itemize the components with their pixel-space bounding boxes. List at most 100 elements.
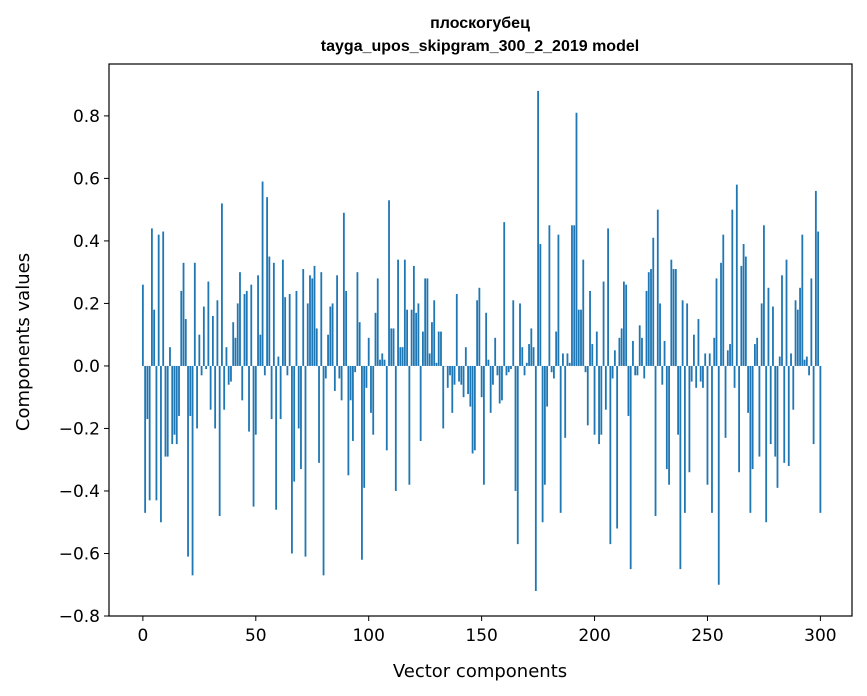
- bar: [742, 244, 745, 366]
- bar: [182, 262, 185, 366]
- bar: [555, 331, 558, 366]
- bar: [733, 365, 736, 388]
- bar: [600, 365, 603, 435]
- bar: [559, 365, 562, 513]
- bar: [643, 365, 646, 379]
- bar: [442, 365, 445, 429]
- bar: [340, 365, 343, 401]
- bar: [270, 365, 273, 420]
- bar: [767, 287, 770, 366]
- bar: [704, 353, 707, 366]
- bar: [243, 294, 246, 366]
- bar: [306, 303, 309, 366]
- bar: [433, 300, 436, 366]
- bar: [799, 287, 801, 366]
- bar: [406, 309, 409, 366]
- bar: [598, 365, 600, 445]
- x-tick-label: 200: [578, 626, 610, 646]
- bar: [537, 90, 539, 366]
- bar: [769, 365, 772, 445]
- bar: [385, 365, 388, 451]
- bar: [207, 281, 210, 366]
- bar: [645, 290, 648, 366]
- bar: [485, 312, 488, 366]
- bar: [582, 259, 585, 366]
- bar: [778, 356, 781, 366]
- bar: [302, 269, 305, 366]
- bar: [550, 365, 553, 373]
- bar: [674, 269, 677, 366]
- bar: [724, 365, 727, 438]
- y-tick-label: 0.8: [73, 107, 100, 127]
- bar: [512, 300, 515, 366]
- bar: [699, 365, 702, 382]
- bar: [774, 365, 777, 457]
- bar: [162, 231, 165, 366]
- bar: [507, 365, 510, 373]
- bar: [184, 319, 187, 366]
- bar: [602, 281, 605, 366]
- bar: [272, 262, 275, 366]
- bar: [293, 365, 296, 482]
- bar: [473, 365, 476, 451]
- bar: [144, 365, 147, 513]
- bar: [670, 259, 673, 366]
- y-tick-label: 0.6: [73, 169, 100, 189]
- bar: [351, 365, 354, 441]
- bar: [609, 365, 612, 545]
- bar: [338, 365, 341, 379]
- bar: [751, 365, 754, 470]
- bar: [295, 290, 298, 366]
- y-tick-label: 0.2: [73, 294, 100, 314]
- bar: [586, 365, 589, 426]
- bar: [155, 365, 158, 501]
- bar: [654, 365, 657, 516]
- bar: [392, 328, 395, 366]
- bar: [528, 344, 530, 366]
- bar: [241, 365, 244, 401]
- bar: [482, 365, 485, 485]
- bar: [358, 322, 361, 366]
- bar: [415, 312, 418, 366]
- bar: [681, 300, 684, 366]
- bar: [230, 365, 232, 382]
- bar: [313, 265, 316, 366]
- bar: [363, 365, 366, 488]
- bar: [801, 234, 804, 366]
- bar: [153, 309, 156, 366]
- bar: [193, 262, 196, 366]
- bar: [370, 365, 372, 413]
- bar: [383, 359, 386, 366]
- bar: [487, 359, 490, 366]
- bar: [166, 365, 169, 457]
- bar: [440, 331, 442, 366]
- bar: [591, 344, 594, 366]
- chart-subtitle: tayga_upos_skipgram_300_2_2019 model: [321, 38, 639, 55]
- bar: [205, 365, 208, 370]
- bar: [431, 322, 433, 366]
- bar: [329, 306, 332, 366]
- bar: [451, 365, 454, 413]
- bar: [277, 356, 280, 366]
- bar: [464, 347, 467, 366]
- bar: [171, 365, 174, 445]
- bar: [397, 259, 399, 366]
- y-axis: −0.8 −0.6 −0.4 −0.2 0.0 0.2 0.4 0.6 0.8: [59, 107, 109, 627]
- bar: [304, 365, 307, 557]
- bar: [266, 197, 268, 366]
- bar: [214, 365, 217, 429]
- bar: [794, 300, 797, 366]
- bar: [189, 365, 192, 416]
- y-tick-label: 0.4: [73, 232, 100, 252]
- bar: [611, 365, 614, 379]
- bar: [365, 365, 368, 388]
- bar: [604, 365, 607, 410]
- bar: [523, 365, 526, 376]
- bar: [178, 365, 180, 416]
- bar: [623, 281, 625, 366]
- bar: [787, 365, 790, 466]
- bar: [141, 284, 144, 366]
- x-tick-label: 0: [137, 626, 148, 646]
- bar: [552, 365, 555, 379]
